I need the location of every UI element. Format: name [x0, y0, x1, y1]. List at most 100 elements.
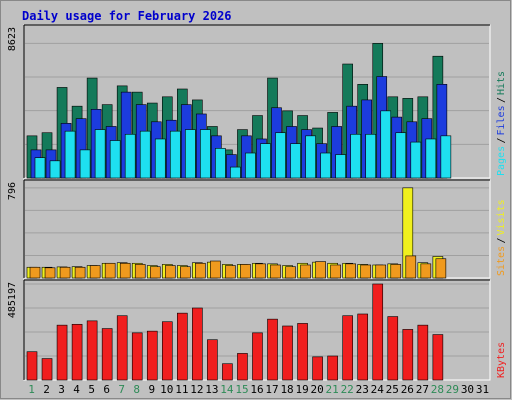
bar-kbytes: [327, 355, 338, 381]
x-tick-label: 22: [341, 383, 354, 396]
x-tick-label: 29: [446, 383, 459, 396]
bar-kbytes: [131, 332, 143, 381]
x-tick-label: 30: [461, 383, 474, 396]
x-tick-label: 24: [371, 383, 385, 396]
bar-kbytes: [177, 312, 188, 381]
x-tick-label: 18: [280, 383, 293, 396]
x-tick-label: 2: [43, 383, 50, 396]
x-tick-label: 14: [220, 383, 234, 396]
bar-kbytes: [101, 328, 113, 381]
x-tick-label: 15: [235, 383, 248, 396]
legend-separator: /: [496, 137, 507, 143]
bar-kbytes: [192, 307, 203, 381]
x-tick-label: 3: [58, 383, 65, 396]
x-tick-label: 28: [431, 383, 444, 396]
x-tick-label: 1: [28, 383, 35, 396]
bar-kbytes: [71, 323, 83, 381]
bar-sites: [29, 266, 41, 279]
bar-kbytes: [222, 363, 233, 381]
bar-pages: [109, 140, 121, 179]
bar-pages: [440, 135, 452, 179]
x-tick-label: 21: [326, 383, 339, 396]
x-tick-label: 23: [356, 383, 369, 396]
bar-sites: [59, 266, 71, 279]
bar-kbytes: [56, 324, 68, 381]
x-tick-label: 25: [386, 383, 399, 396]
bar-sites: [330, 264, 341, 279]
bar-pages: [410, 141, 422, 179]
panel-max-label: 796: [7, 182, 18, 200]
bar-sites: [255, 263, 266, 279]
x-tick-label: 26: [401, 383, 414, 396]
bar-pages: [154, 138, 166, 179]
bar-sites: [345, 263, 356, 279]
bar-pages: [320, 152, 331, 179]
bar-pages: [230, 166, 241, 179]
bar-pages: [305, 135, 316, 179]
x-tick-label: 19: [295, 383, 308, 396]
bar-sites: [164, 265, 176, 279]
x-tick-label: 27: [416, 383, 429, 396]
bar-pages: [124, 133, 136, 179]
x-tick-label: 5: [88, 383, 95, 396]
legend-hits: Hits: [496, 71, 507, 95]
x-tick-label: 6: [103, 383, 110, 396]
bar-kbytes: [146, 330, 158, 381]
bar-pages: [365, 133, 377, 179]
bar-kbytes: [237, 353, 248, 381]
bar-kbytes: [207, 339, 218, 381]
bar-pages: [139, 130, 151, 179]
x-tick-label: 8: [133, 383, 140, 396]
bar-pages: [350, 133, 361, 179]
legend-visits: Visits: [496, 199, 507, 235]
bar-kbytes: [282, 325, 293, 381]
bar-kbytes: [357, 313, 369, 381]
x-tick-label: 16: [250, 383, 263, 396]
bar-sites: [375, 264, 387, 279]
x-tick-label: 9: [148, 383, 155, 396]
bar-kbytes: [417, 324, 429, 381]
bar-sites: [104, 262, 116, 279]
bar-pages: [395, 132, 407, 179]
bar-pages: [34, 157, 46, 179]
bar-kbytes: [372, 283, 384, 381]
legend-files: Files: [496, 105, 507, 135]
plot-layer: 8623Pages/Files/Hits796Sites/Visits48519…: [7, 24, 507, 396]
bar-kbytes: [161, 321, 173, 381]
bar-pages: [200, 129, 211, 179]
x-tick-label: 7: [118, 383, 125, 396]
bar-pages: [425, 138, 437, 179]
bar-sites: [149, 266, 161, 279]
bar-pages: [215, 148, 226, 179]
bar-sites: [315, 261, 326, 279]
bar-kbytes: [267, 318, 278, 381]
bar-pages: [290, 143, 301, 179]
bar-kbytes: [41, 358, 53, 381]
legend-pages: Pages: [496, 146, 507, 176]
bar-sites: [210, 260, 221, 279]
bar-sites: [405, 255, 417, 279]
bar-sites: [195, 262, 206, 279]
bar-sites: [435, 258, 447, 279]
bar-sites: [225, 265, 236, 279]
bar-kbytes: [297, 323, 308, 381]
legend-kbytes: KBytes: [496, 342, 507, 378]
bar-sites: [180, 266, 191, 279]
x-tick-label: 17: [265, 383, 278, 396]
bar-sites: [390, 264, 402, 279]
bar-pages: [94, 129, 106, 179]
bar-kbytes: [402, 329, 414, 381]
bar-sites: [285, 266, 296, 279]
x-tick-label: 13: [205, 383, 218, 396]
x-tick-label: 31: [476, 383, 489, 396]
bar-kbytes: [312, 356, 323, 381]
bar-pages: [245, 152, 256, 179]
bar-pages: [169, 130, 181, 179]
bar-kbytes: [252, 332, 263, 381]
panel-max-label: 8623: [7, 27, 18, 51]
x-tick-label: 12: [190, 383, 203, 396]
x-tick-label: 11: [175, 383, 188, 396]
bar-kbytes: [86, 320, 98, 381]
